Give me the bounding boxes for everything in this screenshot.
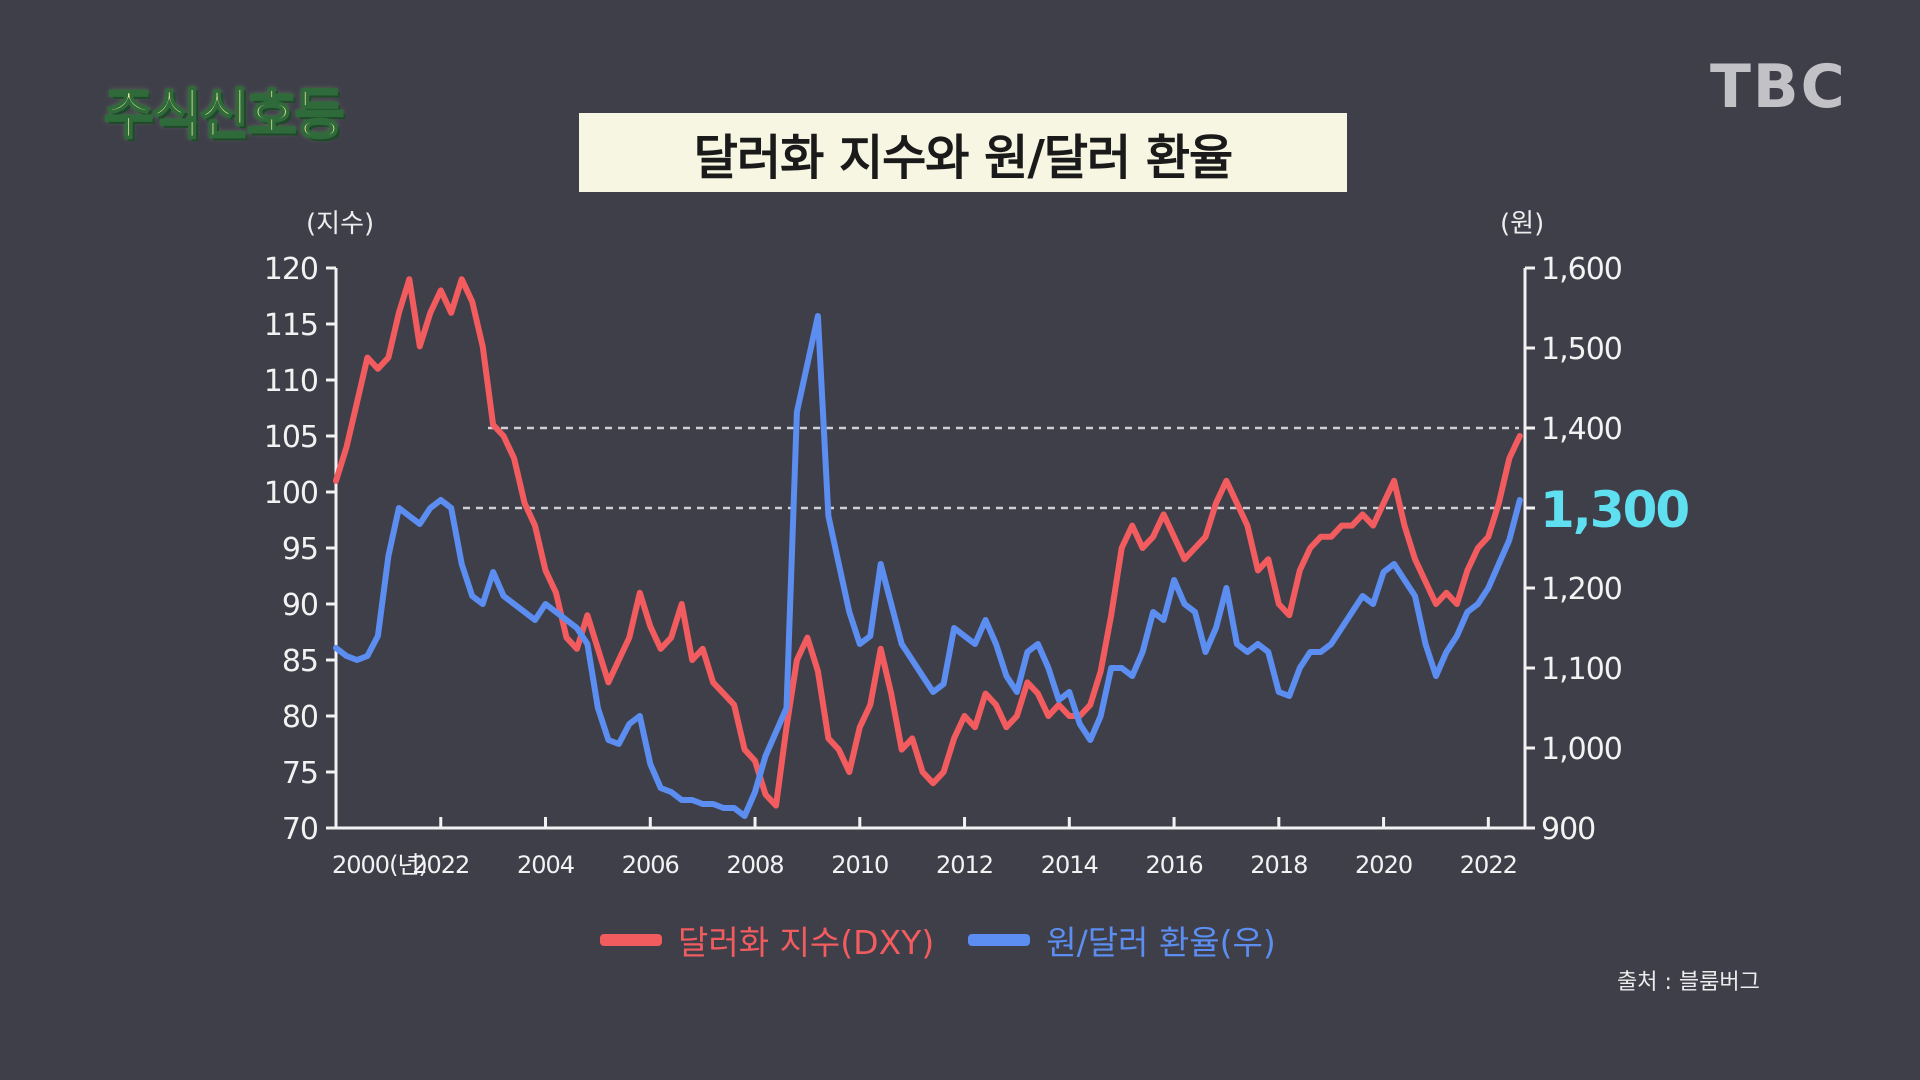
legend-label-krw: 원/달러 환율(우)	[1046, 923, 1276, 962]
legend-item-krw: 원/달러 환율(우)	[968, 916, 1276, 964]
x-tick-label: 2010	[831, 851, 888, 879]
x-tick-label: 2012	[936, 851, 993, 879]
right-y-tick-label: 1,600	[1541, 252, 1622, 287]
x-tick-label: 2022	[412, 851, 469, 879]
left-y-tick-label: 80	[282, 700, 318, 735]
x-tick-label: 2016	[1146, 851, 1203, 879]
chart-title: 달러화 지수와 원/달러 환율	[693, 129, 1233, 186]
highlight-label-1300: 1,300	[1540, 481, 1688, 539]
x-tick-label: 2000(년)	[332, 851, 427, 879]
chart-legend: 달러화 지수(DXY) 원/달러 환율(우)	[600, 915, 1310, 965]
left-y-tick-label: 115	[264, 308, 318, 343]
x-tick-label: 2018	[1250, 851, 1307, 879]
right-y-tick-label: 1,000	[1541, 732, 1622, 767]
program-logo: 주식신호등	[103, 82, 345, 147]
legend-swatch-krw	[968, 934, 1031, 946]
x-tick-label: 2008	[726, 851, 783, 879]
right-axis-unit: (원)	[1500, 209, 1544, 239]
left-axis-unit: (지수)	[306, 209, 374, 239]
legend-swatch-dxy	[600, 934, 662, 946]
network-logo: TBC	[1710, 52, 1847, 122]
x-tick-label: 2022	[1460, 851, 1517, 879]
right-y-tick-label: 1,400	[1541, 412, 1622, 447]
left-y-tick-label: 120	[264, 252, 318, 287]
left-y-tick-label: 90	[282, 588, 318, 623]
x-tick-label: 2006	[622, 851, 679, 879]
right-y-tick-label: 900	[1541, 812, 1595, 847]
x-tick-label: 2004	[517, 851, 574, 879]
series-line-krw	[333, 313, 1523, 819]
left-y-tick-label: 110	[264, 364, 318, 399]
left-y-tick-label: 75	[282, 756, 318, 791]
x-tick-label: 2014	[1041, 851, 1098, 879]
right-y-tick-label: 1,200	[1541, 572, 1622, 607]
right-y-tick-label: 1,500	[1541, 332, 1622, 367]
legend-label-dxy: 달러화 지수(DXY)	[678, 923, 935, 962]
title-banner: 달러화 지수와 원/달러 환율	[579, 113, 1347, 192]
right-y-tick-label: 1,100	[1541, 652, 1622, 687]
left-y-tick-label: 95	[282, 532, 318, 567]
left-y-tick-label: 85	[282, 644, 318, 679]
series-line-dxy	[333, 276, 1523, 809]
left-y-tick-label: 105	[264, 420, 318, 455]
left-y-tick-label: 70	[282, 812, 318, 847]
source-note: 출처 : 블룸버그	[1617, 970, 1760, 995]
legend-item-dxy: 달러화 지수(DXY)	[600, 916, 934, 964]
x-tick-label: 2020	[1355, 851, 1412, 879]
left-y-tick-label: 100	[264, 476, 318, 511]
